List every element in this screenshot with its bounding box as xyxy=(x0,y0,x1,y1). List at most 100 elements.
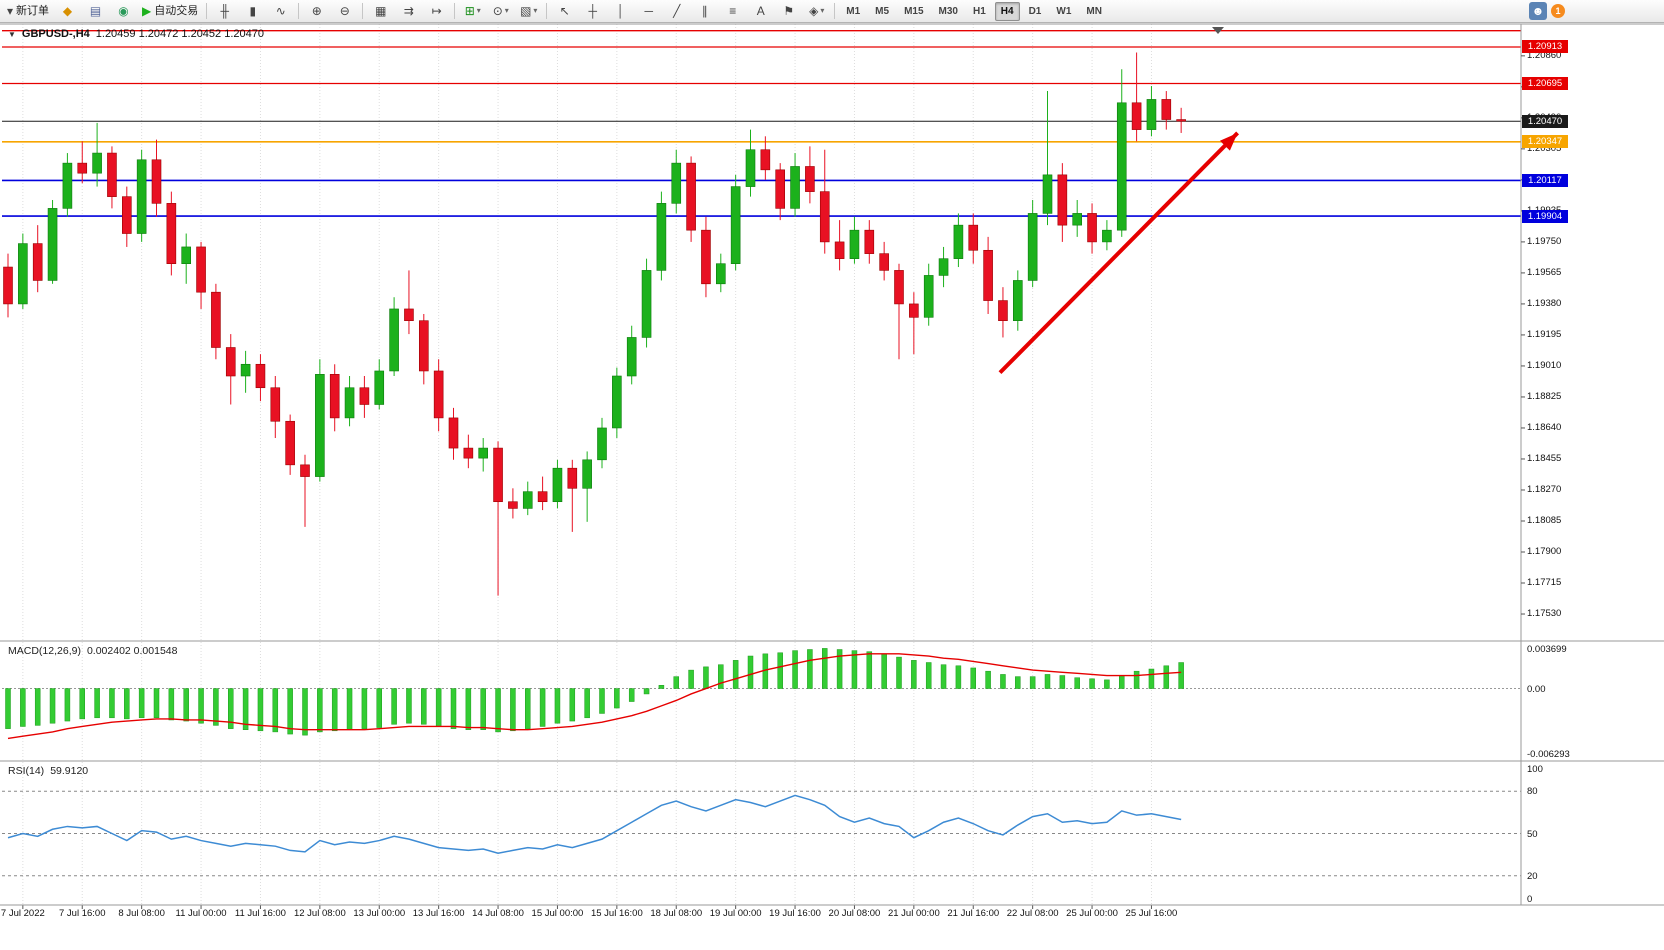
price-line-label[interactable]: 1.20695 xyxy=(1522,77,1568,90)
timeframe-H1[interactable]: H1 xyxy=(972,5,986,17)
price-axis-tick: 1.18640 xyxy=(1527,421,1562,433)
toolbar-separator xyxy=(298,3,300,19)
new-order-button[interactable]: ▾ 新订单 xyxy=(3,1,53,22)
vertical-line-icon[interactable]: │ xyxy=(607,1,634,22)
rsi-indicator-value: 59.9120 xyxy=(50,765,89,777)
time-axis-label: 20 Jul 08:00 xyxy=(828,908,881,919)
add-indicator-icon-dropdown-icon: ▾ xyxy=(476,6,481,15)
zoom-out-icon: ⊖ xyxy=(339,4,350,18)
periods-icon[interactable]: ⊙ ▾ xyxy=(487,1,514,22)
time-axis-label: 15 Jul 16:00 xyxy=(590,908,643,919)
macd-axis-label: -0.006293 xyxy=(1527,749,1570,760)
print-icon[interactable]: ▤ xyxy=(82,1,109,22)
trend-arrow[interactable] xyxy=(998,131,1240,375)
print-icon: ▤ xyxy=(89,4,102,18)
time-axis-label: 22 Jul 08:00 xyxy=(1006,908,1059,919)
price-axis-tick: 1.20860 xyxy=(1527,49,1562,61)
macd-indicator-values: 0.002402 0.001548 xyxy=(86,645,178,657)
autotrading-button-label: 自动交易 xyxy=(154,4,199,17)
time-axis-label: 13 Jul 16:00 xyxy=(412,908,465,919)
timeframe-M5[interactable]: M5 xyxy=(875,5,890,17)
price-axis-tick: 1.18455 xyxy=(1527,452,1562,464)
mql5-market-icon: ◆ xyxy=(62,4,73,18)
price-line-label[interactable]: 1.20117 xyxy=(1522,173,1568,187)
chart-shift-icon: ↦ xyxy=(431,4,442,18)
price-axis-tick: 1.20305 xyxy=(1527,142,1562,154)
zoom-out-icon[interactable]: ⊖ xyxy=(331,1,358,22)
auto-scroll-icon[interactable]: ⇉ xyxy=(395,1,422,22)
autotrading-icon: ▶ xyxy=(142,4,152,18)
candlestick-chart-icon[interactable]: ▮ xyxy=(239,1,266,22)
help-icon[interactable]: ◉ xyxy=(110,1,137,22)
horizontal-line-icon[interactable]: ─ xyxy=(635,1,662,22)
text-label-icon[interactable]: ⚑ xyxy=(775,1,802,22)
rsi-panel-header: RSI(14) 59.9120 xyxy=(8,765,88,777)
tile-windows-icon[interactable]: ▦ xyxy=(367,1,394,22)
timeframe-MN[interactable]: MN xyxy=(1086,5,1102,17)
time-axis-label: 19 Jul 00:00 xyxy=(709,908,762,919)
candlestick-series xyxy=(3,52,1186,596)
horizontal-line-icon: ─ xyxy=(644,4,654,18)
crosshair-icon: ┼ xyxy=(588,4,598,18)
rsi-axis-label: 50 xyxy=(1527,828,1538,840)
rsi-axis-label: 100 xyxy=(1527,764,1543,775)
cursor-icon[interactable]: ↖ xyxy=(551,1,578,22)
bar-chart-icon: ╫ xyxy=(220,4,230,18)
line-chart-icon: ∿ xyxy=(275,4,286,18)
autotrading-button[interactable]: ▶ 自动交易 xyxy=(138,1,202,22)
template-icon-dropdown-icon: ▾ xyxy=(533,6,538,15)
help-icon: ◉ xyxy=(118,4,129,18)
price-line-label[interactable]: 1.20913 xyxy=(1522,40,1568,54)
timeframe-D1[interactable]: D1 xyxy=(1028,5,1042,17)
template-icon: ▧ xyxy=(520,4,532,18)
tile-windows-icon: ▦ xyxy=(375,4,387,18)
arrows-icon-dropdown-icon: ▾ xyxy=(820,6,825,15)
text-icon[interactable]: A xyxy=(747,1,774,22)
macd-panel-header: MACD(12,26,9) 0.002402 0.001548 xyxy=(8,645,177,657)
chart-shift-icon[interactable]: ↦ xyxy=(423,1,450,22)
bar-chart-icon[interactable]: ╫ xyxy=(211,1,238,22)
arrows-icon[interactable]: ◈ ▾ xyxy=(803,1,830,22)
macd-indicator-name: MACD(12,26,9) xyxy=(8,645,81,657)
zoom-in-icon[interactable]: ⊕ xyxy=(303,1,330,22)
timeframe-M30[interactable]: M30 xyxy=(938,5,958,17)
timeframe-M1[interactable]: M1 xyxy=(846,5,861,17)
price-line-label[interactable]: 1.20347 xyxy=(1522,135,1568,149)
user-avatar-icon[interactable]: ☻ xyxy=(1529,2,1547,20)
time-axis-label: 15 Jul 00:00 xyxy=(531,908,584,919)
rsi-indicator-name: RSI(14) xyxy=(8,765,45,777)
toolbar-right: ☻ 1 xyxy=(1529,2,1661,20)
price-axis-tick: 1.18825 xyxy=(1527,390,1562,402)
macd-histogram xyxy=(2,648,1521,736)
channel-icon: ∥ xyxy=(701,4,708,18)
time-axis-label: 12 Jul 08:00 xyxy=(293,908,346,919)
crosshair-icon[interactable]: ┼ xyxy=(579,1,606,22)
rsi-axis-label: 20 xyxy=(1527,870,1538,882)
notifications-badge[interactable]: 1 xyxy=(1551,4,1565,18)
add-indicator-icon[interactable]: ⊞ ▾ xyxy=(459,1,486,22)
timeframe-W1[interactable]: W1 xyxy=(1056,5,1072,17)
chart-shift-marker[interactable] xyxy=(1212,27,1224,34)
mql5-market-icon[interactable]: ◆ xyxy=(54,1,81,22)
timeframe-M15[interactable]: M15 xyxy=(904,5,924,17)
line-chart-icon[interactable]: ∿ xyxy=(267,1,294,22)
gridlines xyxy=(22,24,1152,909)
horizontal-lines[interactable] xyxy=(2,30,1521,217)
trendline-icon[interactable]: ╱ xyxy=(663,1,690,22)
template-icon[interactable]: ▧ ▾ xyxy=(515,1,542,22)
price-line-label[interactable]: 1.19904 xyxy=(1522,209,1568,223)
price-line-label[interactable]: 1.20470 xyxy=(1522,114,1568,128)
fibonacci-icon[interactable]: ≡ xyxy=(719,1,746,22)
channel-icon[interactable]: ∥ xyxy=(691,1,718,22)
time-axis-label: 7 Jul 16:00 xyxy=(59,908,106,919)
price-axis-tick: 1.19380 xyxy=(1527,297,1562,309)
rsi-line xyxy=(7,794,1182,855)
time-axis-label: 19 Jul 16:00 xyxy=(769,908,821,919)
timeframe-H4[interactable]: H4 xyxy=(994,1,1020,21)
trendline-icon: ╱ xyxy=(673,4,681,18)
collapse-chart-icon[interactable]: ▼ xyxy=(8,29,16,39)
price-axis-tick: 1.19750 xyxy=(1527,235,1562,247)
rsi-panel xyxy=(2,790,1521,877)
